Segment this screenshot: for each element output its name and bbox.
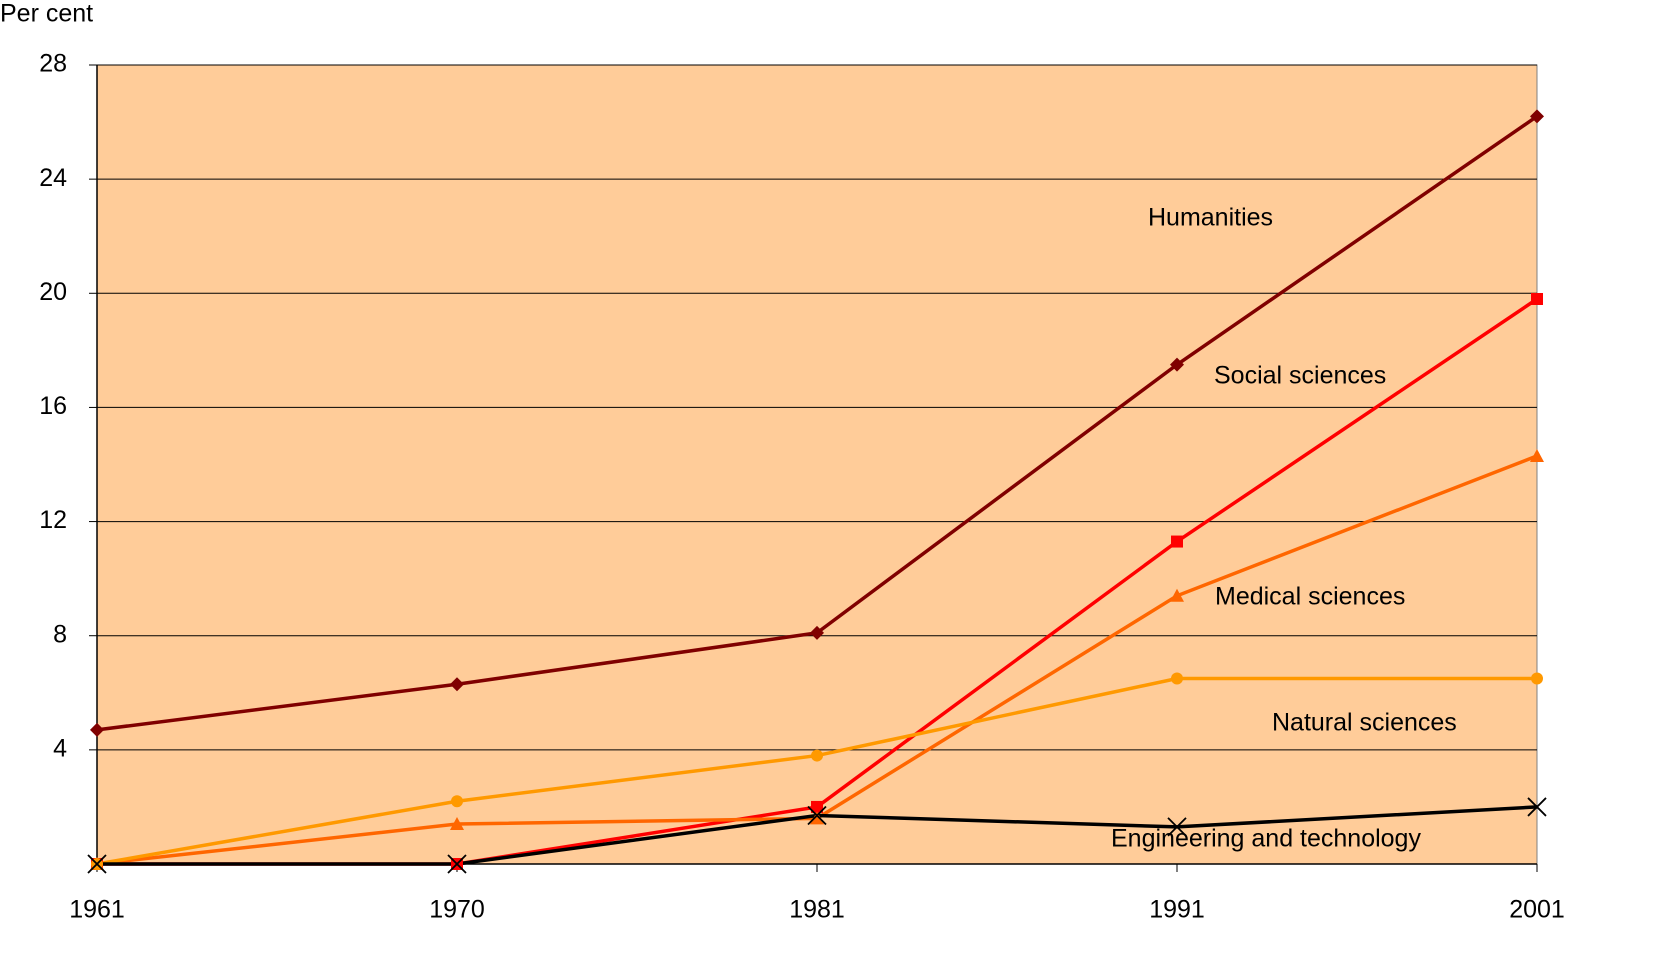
y-tick-label: 20 xyxy=(39,278,67,306)
marker xyxy=(1167,817,1187,837)
x-tick-label: 1961 xyxy=(69,896,125,924)
marker xyxy=(1530,448,1544,462)
marker xyxy=(1531,292,1543,305)
marker xyxy=(1171,672,1183,685)
marker xyxy=(450,817,464,831)
y-tick-label: 16 xyxy=(39,392,67,420)
marker xyxy=(807,805,827,826)
marker xyxy=(90,722,104,737)
y-tick-label: 28 xyxy=(39,50,67,78)
series-label: Humanities xyxy=(1148,204,1273,232)
marker xyxy=(1531,672,1543,685)
x-tick-label: 1970 xyxy=(429,896,485,924)
y-tick-label: 24 xyxy=(39,164,67,192)
series-label: Engineering and technology xyxy=(1111,825,1421,853)
y-tick-label: 4 xyxy=(53,734,67,762)
y-tick-label: 8 xyxy=(53,620,67,648)
marker xyxy=(451,795,463,808)
x-tick-label: 2001 xyxy=(1509,896,1565,924)
marker xyxy=(447,854,467,874)
marker xyxy=(1170,357,1184,372)
x-tick-label: 1991 xyxy=(1149,896,1205,924)
x-tick-label: 1981 xyxy=(789,896,845,924)
marker xyxy=(1530,109,1544,124)
marker xyxy=(811,800,823,813)
marker xyxy=(1527,797,1547,817)
marker xyxy=(450,677,464,692)
series-label: Medical sciences xyxy=(1215,583,1405,611)
marker xyxy=(1170,588,1184,602)
y-axis-label: Per cent xyxy=(0,0,93,28)
plot-area xyxy=(96,64,1538,865)
marker xyxy=(810,625,824,640)
series-label: Natural sciences xyxy=(1272,709,1457,737)
y-tick-label: 12 xyxy=(39,506,67,534)
marker xyxy=(811,749,823,762)
marker xyxy=(1171,535,1183,548)
series-label: Social sciences xyxy=(1214,362,1386,390)
marker xyxy=(87,854,107,874)
marker xyxy=(810,811,824,825)
